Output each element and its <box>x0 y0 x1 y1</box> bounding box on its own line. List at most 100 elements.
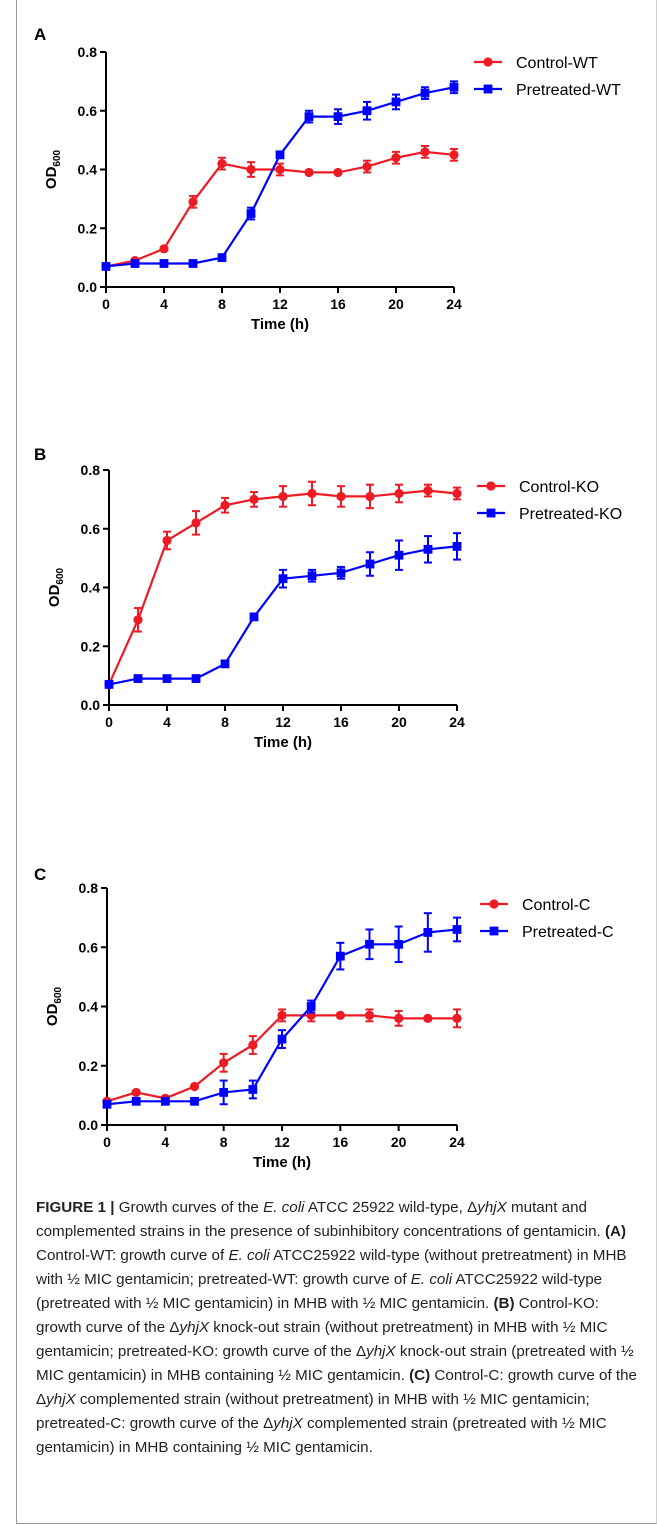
caption-text: Control-KO: growth curve of the Δ <box>36 1295 599 1336</box>
panel-c-series-2-point <box>102 1099 112 1109</box>
panel-a-series-2-line <box>105 86 455 268</box>
panel-a-series-1-point <box>159 244 169 254</box>
panel-b-x-tick-label: 0 <box>105 714 113 730</box>
caption-figure-label: FIGURE 1 | <box>36 1199 115 1216</box>
caption-text: ATCC25922 wild-type (without pretreatmen… <box>36 1247 627 1288</box>
panel-a-series-2-legend-label: Pretreated-WT <box>516 82 621 99</box>
panel-b-series-2-legend-marker <box>486 508 496 518</box>
panel-a-y-tick-label: 0.8 <box>78 44 98 60</box>
panel-b-series-1-legend-marker <box>486 481 496 491</box>
panel-a-series-2-point <box>391 97 401 107</box>
panel-c-series-2-point <box>452 925 462 934</box>
panel-b-series-2-point <box>278 574 288 584</box>
panel-b-x-tick-label: 12 <box>275 714 291 730</box>
panel-b-series-2-point <box>336 568 346 578</box>
panel-b-series-2-point <box>162 674 172 683</box>
panel-b-series-2-point <box>249 612 259 622</box>
panel-b-y-tick-label: 0.2 <box>81 638 101 654</box>
panel-c-series-1-point <box>248 1040 258 1050</box>
panel-c-x-tick-label: 24 <box>449 1134 465 1150</box>
panel-a-series-2-point <box>420 88 430 98</box>
panel-b-series-2-point <box>191 674 201 683</box>
caption-text: Control-C: growth curve of the Δ <box>36 1367 637 1408</box>
panel-a-x-tick-label: 0 <box>102 296 110 312</box>
panel-a-series-1-point <box>246 164 256 175</box>
panel-a-y-tick-label: 0.4 <box>78 162 98 178</box>
panel-c-series-2-point <box>394 939 404 949</box>
caption-species: E. coli <box>263 1199 305 1216</box>
panel-b-series-2-point <box>133 674 143 683</box>
panel-c-x-tick-label: 0 <box>103 1134 111 1150</box>
panel-a-series-2-point <box>275 150 285 160</box>
panel-c-x-axis-label: Time (h) <box>253 1154 311 1171</box>
panel-a-label: A <box>34 25 46 44</box>
panel-a-series-2-point <box>246 209 256 218</box>
panel-a-series-1-point <box>362 161 372 172</box>
panel-a-series-1-point <box>420 147 430 157</box>
panel-b-series-1-point <box>394 488 404 499</box>
caption-panel-label: (C) <box>409 1367 431 1384</box>
panel-b-x-tick-label: 24 <box>449 714 465 730</box>
panel-c-y-tick-label: 0.8 <box>79 880 99 896</box>
panel-b-series-2-point <box>394 550 404 560</box>
panel-b-series-2-point <box>423 544 433 554</box>
panel-c-series-1-point <box>364 1010 375 1020</box>
panel-c-series-1-point <box>335 1010 345 1020</box>
caption-gene: yhjX <box>477 1199 507 1216</box>
panel-b-y-tick-label: 0.8 <box>81 462 101 478</box>
caption-gene: yhjX <box>366 1343 396 1360</box>
panel-c-series-2-point <box>219 1088 229 1097</box>
panel-b-x-tick-label: 20 <box>391 714 407 730</box>
panel-a-x-tick-label: 12 <box>272 296 288 312</box>
panel-b-y-tick-label: 0.4 <box>81 580 101 596</box>
panel-a-series-2-point <box>159 259 169 268</box>
caption-text: Growth curves of the <box>114 1199 264 1216</box>
panel-c-series-1-point <box>277 1010 287 1020</box>
caption-gene: yhjX <box>179 1319 210 1336</box>
caption-text: ATCC25922 wild-type (pretreated with ½ M… <box>36 1271 603 1312</box>
panel-c-series-2-point <box>277 1034 287 1044</box>
panel-b-series-1-legend-label: Control-KO <box>519 479 599 496</box>
panel-c-x-tick-label: 20 <box>391 1134 407 1150</box>
panel-b-series-1-point <box>452 488 462 499</box>
panel-a-y-tick-label: 0.2 <box>78 220 98 236</box>
panel-c-series-1-point <box>131 1087 141 1098</box>
panel-b-series-1-point <box>249 494 259 504</box>
panel-a-series-2-point <box>130 259 140 268</box>
panel-c-series-1-point <box>189 1081 200 1092</box>
panel-c-series-2-point <box>248 1085 258 1094</box>
panel-c-series-2-legend-marker <box>489 926 499 936</box>
caption-text: ATCC 25922 wild-type, Δ <box>304 1199 478 1216</box>
panel-c-x-tick-label: 8 <box>220 1134 228 1150</box>
panel-b-series-1-point <box>365 491 375 502</box>
panel-c-y-axis-label: OD600 <box>44 986 64 1026</box>
panel-b-series-1-point <box>191 518 201 528</box>
panel-a-series-1-legend-label: Control-WT <box>516 55 598 72</box>
caption-gene: yhjX <box>273 1415 303 1432</box>
panel-b-x-tick-label: 8 <box>221 714 229 730</box>
panel-a-series-1-point <box>188 197 198 207</box>
panel-b-y-tick-label: 0.0 <box>81 697 101 713</box>
caption-text: Control-WT: growth curve of <box>36 1247 229 1264</box>
panel-b-series-2-legend-label: Pretreated-KO <box>519 506 622 523</box>
panel-b-series-2-point <box>104 680 114 689</box>
panel-b-x-tick-label: 16 <box>333 714 349 730</box>
panel-b-series-1-point <box>278 491 288 502</box>
panel-b-series-2-point <box>452 541 462 551</box>
panel-c-series-2-point <box>131 1096 141 1106</box>
panel-a-x-axis-label: Time (h) <box>251 316 309 333</box>
panel-a-series-1-point <box>449 150 459 160</box>
panel-a-series-2-point <box>362 106 372 116</box>
panel-c-series-2-point <box>423 928 433 937</box>
panel-a-series-2-point <box>333 112 343 122</box>
panel-a-series-1-legend-marker <box>483 57 493 67</box>
panel-c-x-tick-label: 4 <box>161 1134 169 1150</box>
caption-species: E. coli <box>228 1247 270 1264</box>
panel-b-series-2-point <box>307 571 317 581</box>
panel-a-y-axis-label: OD600 <box>43 149 63 189</box>
panel-b-series-1-point <box>133 615 143 625</box>
panel-c-y-tick-label: 0.2 <box>79 1058 99 1074</box>
caption-text: knock-out strain (pretreated with ½ MIC … <box>36 1343 634 1384</box>
panel-c-series-2-point <box>160 1096 170 1106</box>
caption-panel-label: (B) <box>493 1295 515 1312</box>
